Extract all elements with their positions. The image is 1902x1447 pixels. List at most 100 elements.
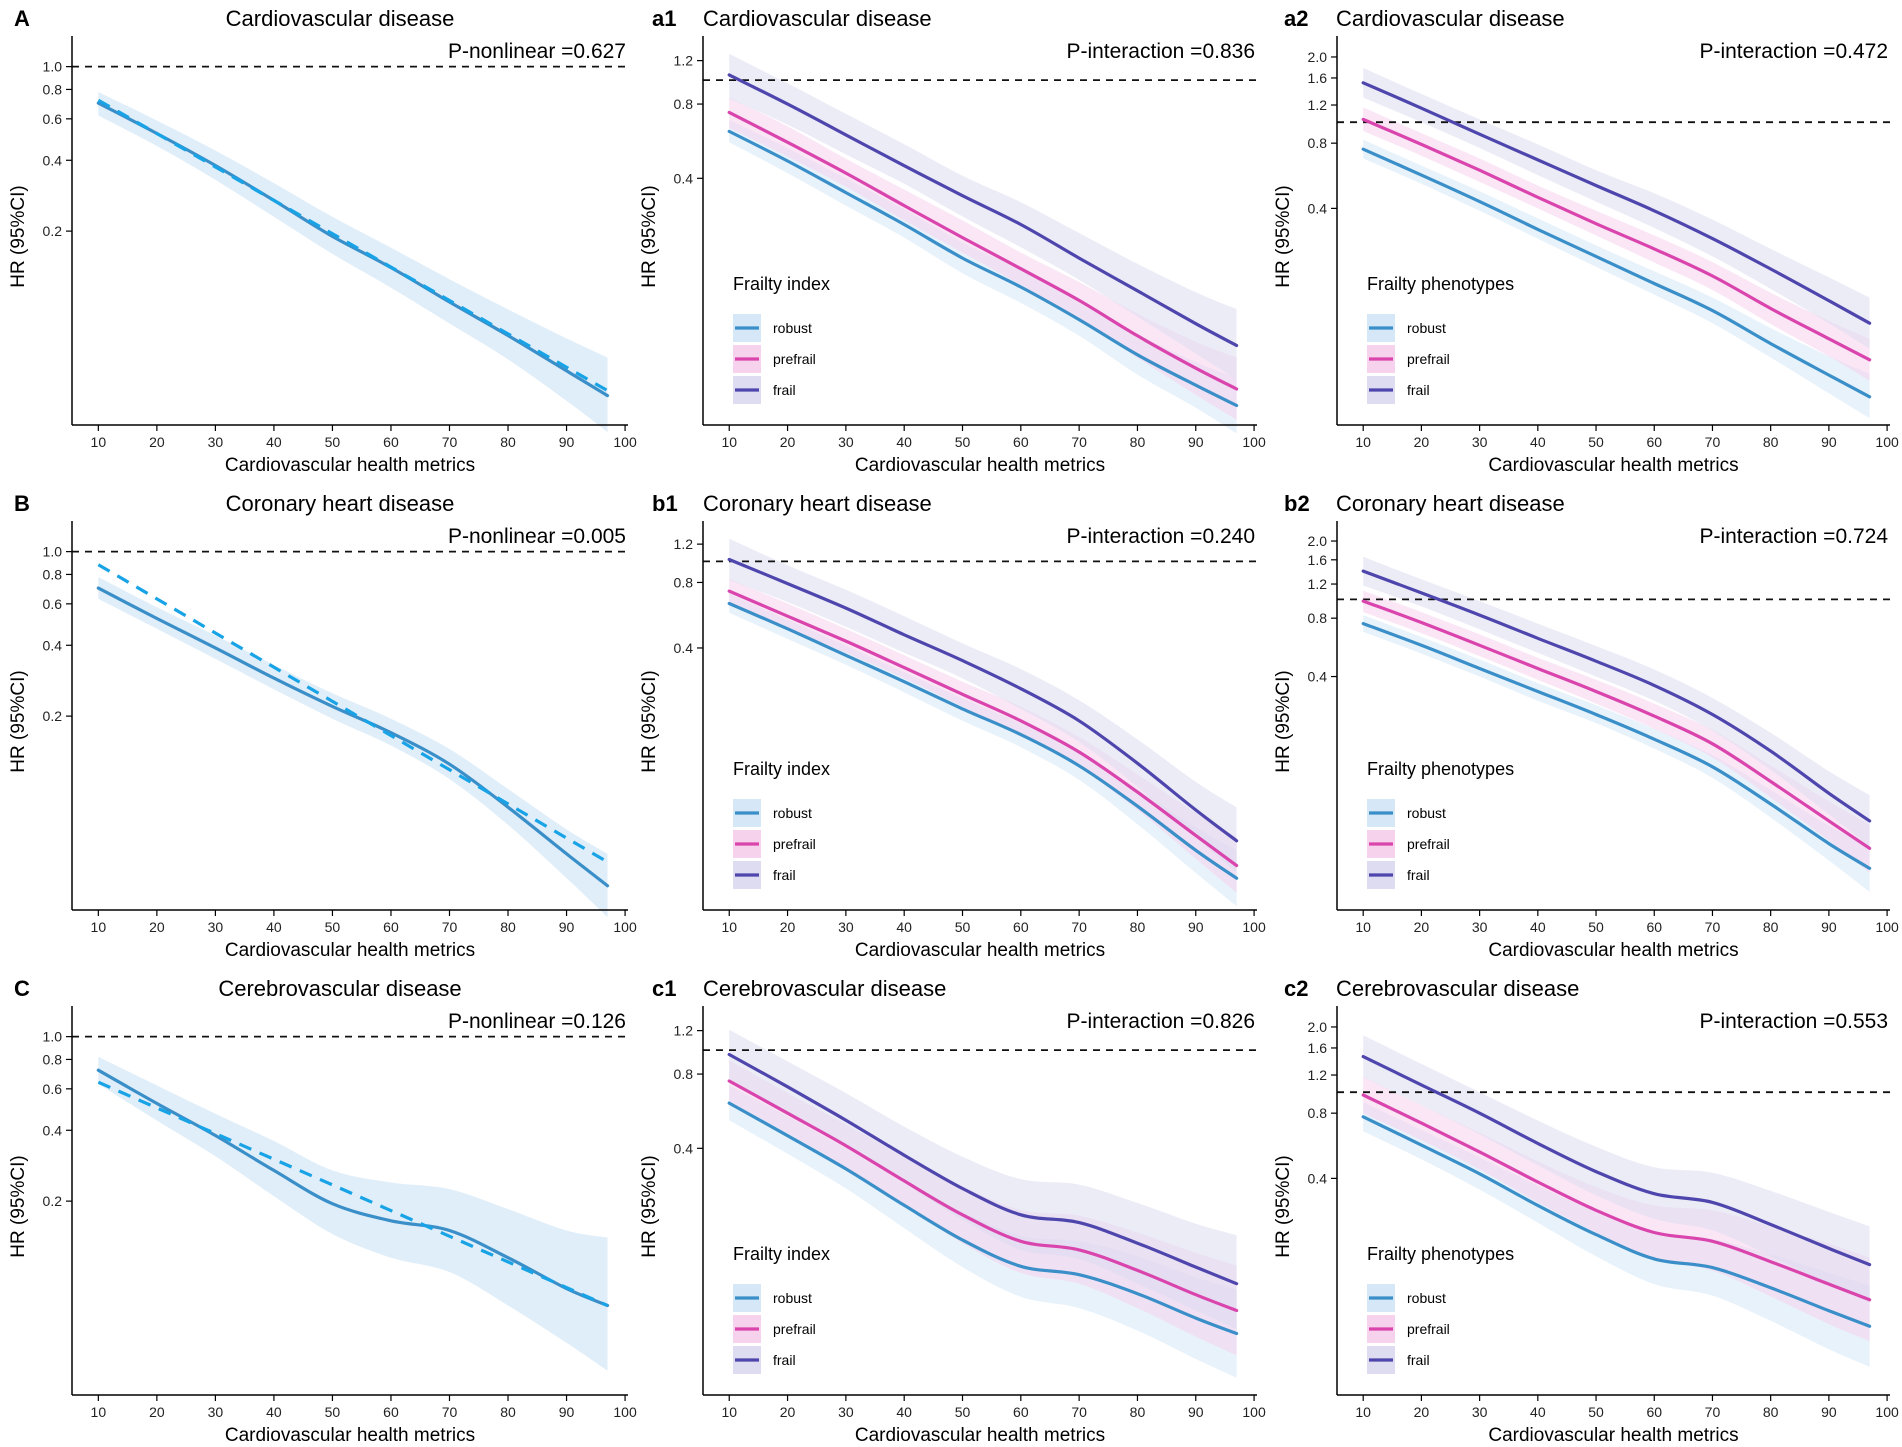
y-axis-title: HR (95%CI) [639,185,660,287]
y-tick-label: 0.6 [43,1081,63,1097]
legend-item-robust: robust [1407,320,1446,336]
series-line-frail [1361,81,1872,325]
panel-title: Cerebrovascular disease [703,976,946,1001]
legend-item-prefrail: prefrail [1407,1321,1450,1337]
x-tick-label: 60 [1013,434,1029,450]
x-axis-title: Cardiovascular health metrics [225,455,475,476]
series-line-linear [97,563,609,864]
y-tick-label: 0.8 [674,96,694,112]
y-axis-title: HR (95%CI) [1273,185,1294,287]
x-tick-label: 70 [1071,434,1087,450]
y-tick-label: 1.6 [1308,552,1328,568]
y-tick-label: 0.4 [674,1140,694,1156]
series-line-robust [1361,622,1872,870]
series-line-linear [97,98,609,393]
x-tick-label: 70 [442,434,458,450]
x-tick-label: 40 [896,919,912,935]
x-tick-label: 30 [208,434,224,450]
ci-band-frail [1363,1035,1870,1303]
x-tick-label: 40 [266,919,282,935]
x-tick-label: 30 [838,1404,854,1420]
ci-band-frail [729,538,1237,873]
panel-label: C [14,976,30,1001]
y-tick-label: 2.0 [1308,49,1328,65]
panel-label: A [14,6,30,31]
y-tick-label: 0.4 [1308,200,1328,216]
legend-item-frail: frail [1407,867,1430,883]
p-value-text: P-interaction =0.826 [1066,1010,1255,1033]
panel-label: b2 [1284,491,1310,516]
x-tick-label: 70 [1071,1404,1087,1420]
legend-item-prefrail: prefrail [773,351,816,367]
x-tick-label: 30 [838,434,854,450]
p-value-text: P-interaction =0.472 [1699,40,1888,63]
x-tick-label: 60 [383,1404,399,1420]
ci-band-prefrail [729,97,1237,420]
x-tick-label: 10 [91,919,107,935]
y-axis-title: HR (95%CI) [8,1155,29,1257]
x-tick-label: 60 [1646,1404,1662,1420]
x-tick-label: 100 [1875,1404,1899,1420]
x-tick-label: 50 [325,1404,341,1420]
x-tick-label: 20 [780,1404,796,1420]
series-line-robust [727,129,1239,408]
x-tick-label: 70 [1705,1404,1721,1420]
p-value-text: P-interaction =0.724 [1699,525,1888,548]
legend-item-robust: robust [1407,805,1446,821]
legend-item-frail: frail [773,382,796,398]
y-tick-label: 0.8 [674,574,694,590]
chart-panel-b2: b2 Coronary heart disease 10 20 30 40 50 60 70 80… [1273,491,1899,961]
x-tick-label: 90 [1188,1404,1204,1420]
x-tick-label: 30 [838,919,854,935]
series-line-linear [97,1080,609,1307]
x-tick-label: 90 [1188,919,1204,935]
x-tick-label: 80 [1763,919,1779,935]
ci-band-frail [729,53,1237,380]
panel-title: Cardiovascular disease [1336,6,1565,31]
ci-band-spline [98,92,608,433]
x-tick-label: 30 [1472,1404,1488,1420]
x-tick-label: 10 [1355,1404,1371,1420]
panel-title: Cardiovascular disease [703,6,932,31]
ci-band-frail [729,1029,1237,1330]
x-tick-label: 20 [1414,1404,1430,1420]
y-tick-label: 2.0 [1308,1019,1328,1035]
y-axis-title: HR (95%CI) [1273,670,1294,772]
series-line-prefrail [1361,117,1872,362]
x-tick-label: 10 [721,1404,737,1420]
y-axis-title: HR (95%CI) [1273,1155,1294,1257]
x-tick-label: 30 [208,1404,224,1420]
y-tick-label: 1.2 [674,1023,694,1039]
y-tick-label: 0.4 [43,152,63,168]
x-tick-label: 100 [613,1404,637,1420]
x-tick-label: 90 [1821,1404,1837,1420]
p-value-text: P-nonlinear =0.005 [448,525,626,548]
x-tick-label: 90 [559,1404,575,1420]
ci-band-frail [1363,556,1870,847]
x-tick-label: 70 [1071,919,1087,935]
y-tick-label: 0.8 [43,566,63,582]
x-tick-label: 70 [442,919,458,935]
y-tick-label: 0.4 [1308,1170,1328,1186]
series-line-frail [727,73,1239,348]
p-value-text: P-nonlinear =0.126 [448,1010,626,1033]
p-value-text: P-interaction =0.240 [1066,525,1255,548]
x-tick-label: 80 [1763,434,1779,450]
x-tick-label: 40 [266,1404,282,1420]
legend-item-frail: frail [773,1352,796,1368]
legend-title: Frailty index [733,759,830,779]
chart-panel-B: B Coronary heart disease 10 20 30 40 50 60 70 80 9… [8,491,637,961]
x-tick-label: 50 [325,919,341,935]
legend-title: Frailty phenotypes [1367,274,1514,294]
series-line-robust [727,1101,1239,1336]
series-line-frail [727,557,1239,843]
x-axis-title: Cardiovascular health metrics [1488,940,1738,961]
x-tick-label: 40 [896,1404,912,1420]
x-tick-label: 10 [91,434,107,450]
y-tick-label: 0.4 [43,637,63,653]
y-axis-title: HR (95%CI) [8,185,29,287]
x-tick-label: 10 [1355,919,1371,935]
y-tick-label: 1.0 [43,59,63,75]
x-tick-label: 80 [1763,1404,1779,1420]
x-tick-label: 40 [896,434,912,450]
